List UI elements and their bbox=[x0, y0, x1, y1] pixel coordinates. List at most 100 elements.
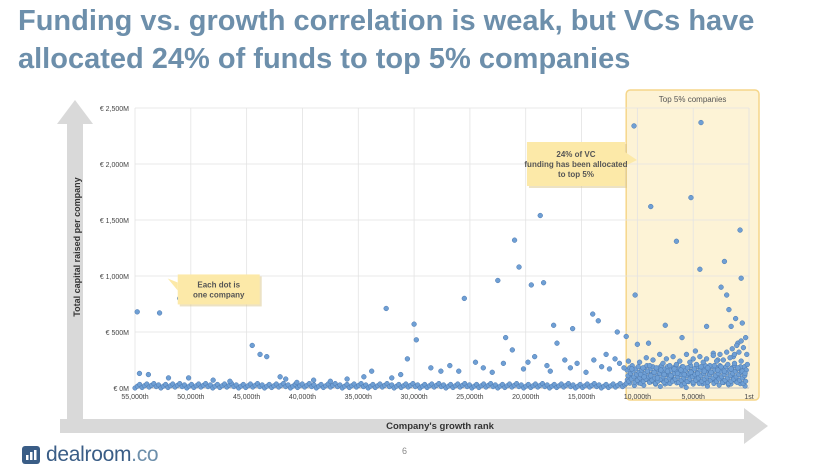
data-point bbox=[686, 370, 692, 376]
data-point bbox=[728, 323, 734, 330]
data-point bbox=[506, 381, 513, 387]
data-point bbox=[673, 361, 680, 368]
x-tick-label: 50,000th bbox=[177, 394, 204, 401]
data-point bbox=[219, 383, 225, 389]
data-point bbox=[743, 378, 749, 384]
data-point bbox=[174, 382, 180, 388]
data-point bbox=[632, 292, 638, 298]
data-point bbox=[671, 377, 677, 383]
region-label: Top 5% companies bbox=[659, 95, 727, 104]
data-point bbox=[664, 368, 671, 374]
data-point bbox=[685, 365, 691, 371]
data-point bbox=[711, 362, 718, 369]
data-point bbox=[386, 384, 392, 390]
data-point bbox=[671, 366, 677, 372]
data-point bbox=[703, 323, 710, 330]
data-point bbox=[287, 385, 294, 391]
data-point bbox=[664, 364, 671, 370]
data-point bbox=[419, 383, 425, 389]
data-point bbox=[141, 383, 147, 389]
dealroom-logo[interactable]: dealroom.co bbox=[22, 443, 159, 467]
data-point bbox=[740, 380, 746, 387]
data-point bbox=[661, 371, 667, 378]
data-point bbox=[249, 342, 255, 349]
data-point bbox=[292, 381, 298, 387]
data-point bbox=[631, 382, 637, 389]
data-point bbox=[694, 364, 700, 370]
data-point bbox=[156, 382, 162, 388]
data-point bbox=[283, 384, 289, 390]
data-point bbox=[700, 381, 706, 387]
data-point bbox=[304, 382, 310, 388]
data-point bbox=[737, 377, 743, 383]
data-point bbox=[313, 385, 319, 391]
data-point bbox=[243, 385, 249, 391]
data-point bbox=[648, 203, 654, 210]
data-point bbox=[132, 385, 138, 391]
data-point bbox=[344, 381, 350, 387]
data-point bbox=[221, 381, 228, 387]
data-point bbox=[694, 369, 701, 375]
data-point bbox=[645, 376, 652, 382]
data-point bbox=[671, 370, 677, 376]
data-point bbox=[668, 373, 674, 379]
data-point bbox=[735, 365, 741, 371]
data-point bbox=[396, 381, 402, 387]
data-point bbox=[167, 383, 173, 389]
data-point bbox=[739, 320, 745, 326]
data-point bbox=[740, 375, 746, 381]
data-point bbox=[714, 365, 720, 371]
data-point bbox=[530, 383, 536, 389]
data-point bbox=[403, 381, 409, 387]
data-point bbox=[492, 382, 498, 388]
data-point bbox=[151, 380, 157, 387]
data-point bbox=[731, 376, 737, 382]
data-point bbox=[690, 381, 696, 387]
data-point bbox=[537, 212, 543, 219]
data-point bbox=[677, 358, 683, 364]
data-point bbox=[413, 337, 419, 343]
data-point bbox=[398, 371, 404, 378]
data-point bbox=[687, 376, 693, 382]
data-point bbox=[146, 384, 152, 390]
data-point bbox=[318, 381, 324, 387]
data-point bbox=[636, 359, 643, 365]
data-point bbox=[369, 368, 375, 374]
data-point bbox=[662, 381, 668, 387]
data-point bbox=[349, 383, 355, 389]
data-point bbox=[170, 381, 176, 387]
data-point bbox=[720, 366, 726, 372]
data-point bbox=[262, 385, 268, 391]
data-point bbox=[731, 363, 738, 369]
data-point bbox=[673, 238, 680, 244]
data-point bbox=[665, 369, 671, 375]
data-point bbox=[495, 385, 501, 391]
data-point bbox=[661, 379, 667, 385]
data-point bbox=[707, 377, 713, 383]
data-point bbox=[662, 322, 668, 328]
data-point bbox=[615, 382, 621, 388]
data-point bbox=[657, 370, 663, 376]
data-point bbox=[363, 382, 369, 388]
data-point bbox=[656, 365, 662, 371]
data-point bbox=[655, 375, 661, 381]
data-point bbox=[718, 284, 724, 290]
data-point bbox=[226, 382, 232, 388]
data-point bbox=[377, 381, 383, 387]
data-point bbox=[727, 355, 733, 361]
data-point bbox=[701, 370, 707, 376]
data-point bbox=[375, 383, 381, 389]
data-point bbox=[648, 379, 654, 385]
data-point bbox=[606, 366, 613, 372]
data-point bbox=[563, 382, 569, 388]
data-point bbox=[710, 352, 716, 359]
data-point bbox=[139, 385, 145, 391]
data-point bbox=[391, 385, 397, 391]
data-point bbox=[738, 358, 744, 364]
data-point bbox=[417, 385, 423, 391]
data-point bbox=[384, 380, 390, 387]
data-point bbox=[639, 373, 646, 379]
data-point bbox=[697, 378, 703, 384]
data-point bbox=[729, 365, 735, 371]
data-point bbox=[721, 258, 728, 265]
